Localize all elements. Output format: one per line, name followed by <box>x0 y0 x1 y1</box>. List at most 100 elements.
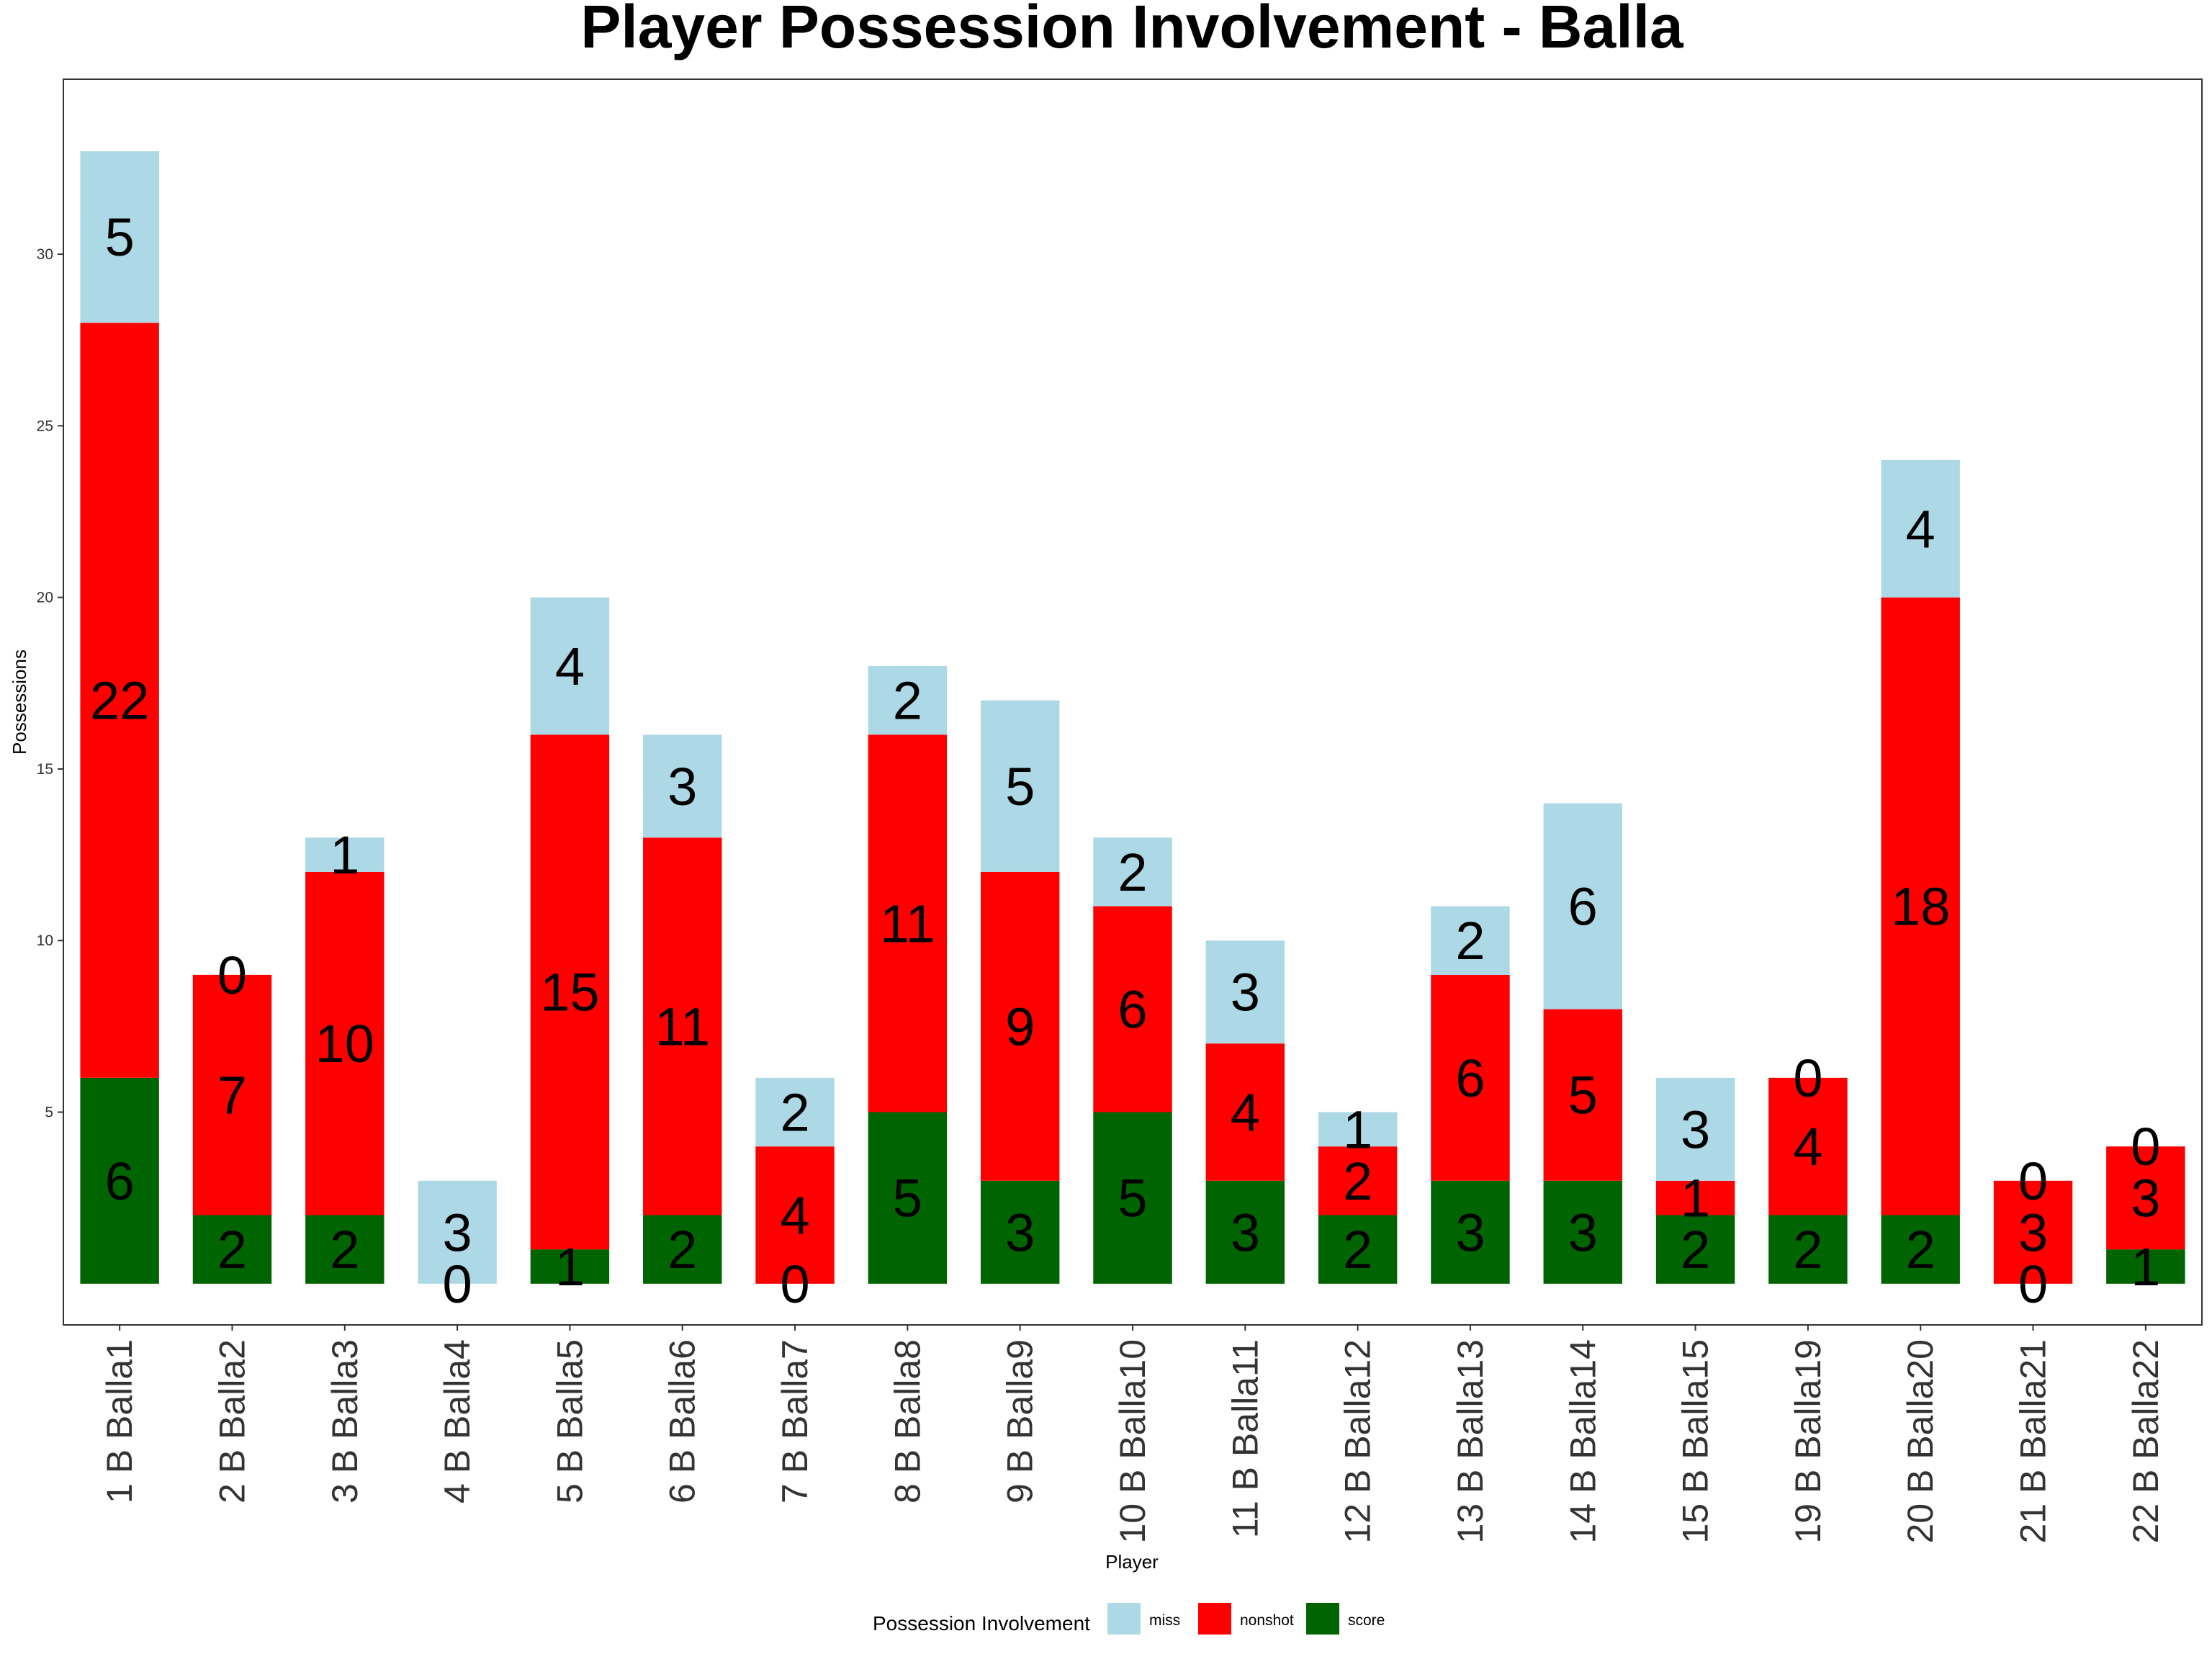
bar-score <box>2106 1249 2185 1284</box>
bar-miss <box>1318 1112 1398 1147</box>
bar-nonshot <box>755 1146 835 1284</box>
bar-nonshot <box>1881 597 1960 1215</box>
data-label-miss: 1 <box>1343 1100 1372 1159</box>
legend-label-miss: miss <box>1149 1612 1180 1629</box>
data-label-nonshot: 15 <box>540 963 599 1022</box>
y-tick-label: 10 <box>37 932 53 949</box>
x-tick-label: 5 B Balla5 <box>549 1339 590 1503</box>
y-tick-label: 20 <box>37 590 53 606</box>
data-label-nonshot: 4 <box>780 1185 809 1245</box>
bar-score <box>1318 1215 1398 1284</box>
data-label-score: 2 <box>1793 1220 1822 1280</box>
bar-miss <box>868 665 948 735</box>
data-label-score: 2 <box>330 1220 359 1280</box>
legend-title: Possession Involvement <box>873 1612 1090 1635</box>
data-label-nonshot: 6 <box>1455 1048 1485 1108</box>
bar-miss <box>643 734 722 838</box>
y-axis-title: Possessions <box>9 649 30 755</box>
bar-score <box>305 1215 385 1284</box>
x-tick-label: 9 B Balla9 <box>1000 1339 1040 1503</box>
bar-miss <box>305 837 385 872</box>
data-label-score: 2 <box>1343 1220 1372 1280</box>
bar-miss <box>1655 1077 1735 1181</box>
bar-miss <box>530 597 610 735</box>
bar-nonshot <box>192 974 272 1215</box>
data-label-nonshot: 18 <box>1891 877 1950 937</box>
chart-title: Player Possession Involvement - Balla <box>580 0 1684 60</box>
bars-layer <box>80 151 2185 1284</box>
x-tick-label: 4 B Balla4 <box>437 1339 477 1503</box>
data-label-nonshot: 2 <box>1343 1151 1372 1211</box>
data-label-nonshot: 10 <box>315 1014 374 1074</box>
bar-nonshot <box>1431 974 1510 1181</box>
data-label-miss: 4 <box>555 637 585 696</box>
data-label-nonshot: 11 <box>655 997 710 1056</box>
x-tick-label: 21 B Balla21 <box>2013 1339 2054 1544</box>
data-label-score: 1 <box>555 1237 585 1297</box>
x-tick-label: 3 B Balla3 <box>325 1339 365 1503</box>
data-label-nonshot: 4 <box>1231 1083 1260 1143</box>
x-tick-label: 8 B Balla8 <box>887 1339 927 1503</box>
bar-miss <box>1431 906 1510 975</box>
legend-label-score: score <box>1348 1612 1385 1629</box>
x-tick-label: 15 B Balla15 <box>1676 1339 1716 1544</box>
y-tick-label: 5 <box>45 1105 53 1121</box>
data-label-nonshot: 5 <box>1568 1066 1598 1125</box>
legend-key-miss <box>1107 1603 1141 1635</box>
bar-nonshot <box>80 323 159 1078</box>
data-label-nonshot: 9 <box>1005 997 1035 1056</box>
bar-score <box>1093 1112 1172 1284</box>
legend-key-score <box>1306 1603 1339 1635</box>
bar-score <box>1655 1215 1735 1284</box>
x-tick-label: 2 B Balla2 <box>212 1339 252 1503</box>
y-axis: 5 10 15 20 25 30 <box>37 246 63 1121</box>
data-label-score: 5 <box>893 1169 922 1228</box>
data-label-score: 2 <box>1906 1220 1936 1280</box>
bar-nonshot <box>868 734 948 1112</box>
data-label-nonshot: 3 <box>2018 1202 2048 1262</box>
x-tick-label: 19 B Balla19 <box>1788 1339 1828 1544</box>
y-tick-label: 25 <box>37 418 53 434</box>
bar-score <box>80 1077 159 1284</box>
bar-score <box>643 1215 722 1284</box>
data-label-score: 3 <box>1231 1202 1260 1262</box>
data-label-miss: 0 <box>217 945 247 1005</box>
bar-score <box>530 1249 610 1284</box>
y-tick-label: 15 <box>37 761 53 778</box>
data-label-nonshot: 3 <box>2131 1169 2160 1228</box>
bar-nonshot <box>2106 1146 2185 1250</box>
x-axis-title: Player <box>1105 1551 1159 1573</box>
data-label-miss: 0 <box>2018 1151 2048 1211</box>
bar-miss <box>980 700 1060 872</box>
bar-score <box>192 1215 272 1284</box>
data-label-score: 6 <box>105 1151 135 1211</box>
bar-miss <box>1205 940 1285 1044</box>
data-label-miss: 4 <box>1906 499 1936 559</box>
bar-nonshot <box>643 837 722 1215</box>
data-label-miss: 2 <box>1118 842 1147 902</box>
data-label-nonshot: 4 <box>1793 1117 1822 1177</box>
data-label-score: 0 <box>443 1254 472 1314</box>
data-label-miss: 2 <box>780 1083 809 1143</box>
bar-score <box>980 1180 1060 1284</box>
data-label-nonshot: 6 <box>1118 980 1147 1040</box>
labels-layer: 6225270210100311542113042511239556234322… <box>90 207 2160 1314</box>
x-tick-label: 14 B Balla14 <box>1563 1339 1603 1544</box>
data-label-miss: 1 <box>330 825 359 885</box>
x-tick-label: 20 B Balla20 <box>1900 1339 1941 1544</box>
data-label-nonshot: 7 <box>217 1066 247 1125</box>
bar-miss <box>1543 803 1622 1010</box>
data-label-miss: 0 <box>2131 1117 2160 1177</box>
data-label-score: 5 <box>1118 1169 1147 1228</box>
bar-nonshot <box>1768 1077 1848 1215</box>
data-label-miss: 5 <box>105 207 135 267</box>
bar-score <box>1431 1180 1510 1284</box>
data-label-miss: 3 <box>1681 1100 1710 1159</box>
data-label-score: 3 <box>1568 1202 1598 1262</box>
legend-label-nonshot: nonshot <box>1240 1612 1294 1629</box>
legend-key-nonshot <box>1198 1603 1231 1635</box>
x-tick-label: 11 B Balla11 <box>1225 1339 1265 1538</box>
bar-nonshot <box>305 871 385 1215</box>
